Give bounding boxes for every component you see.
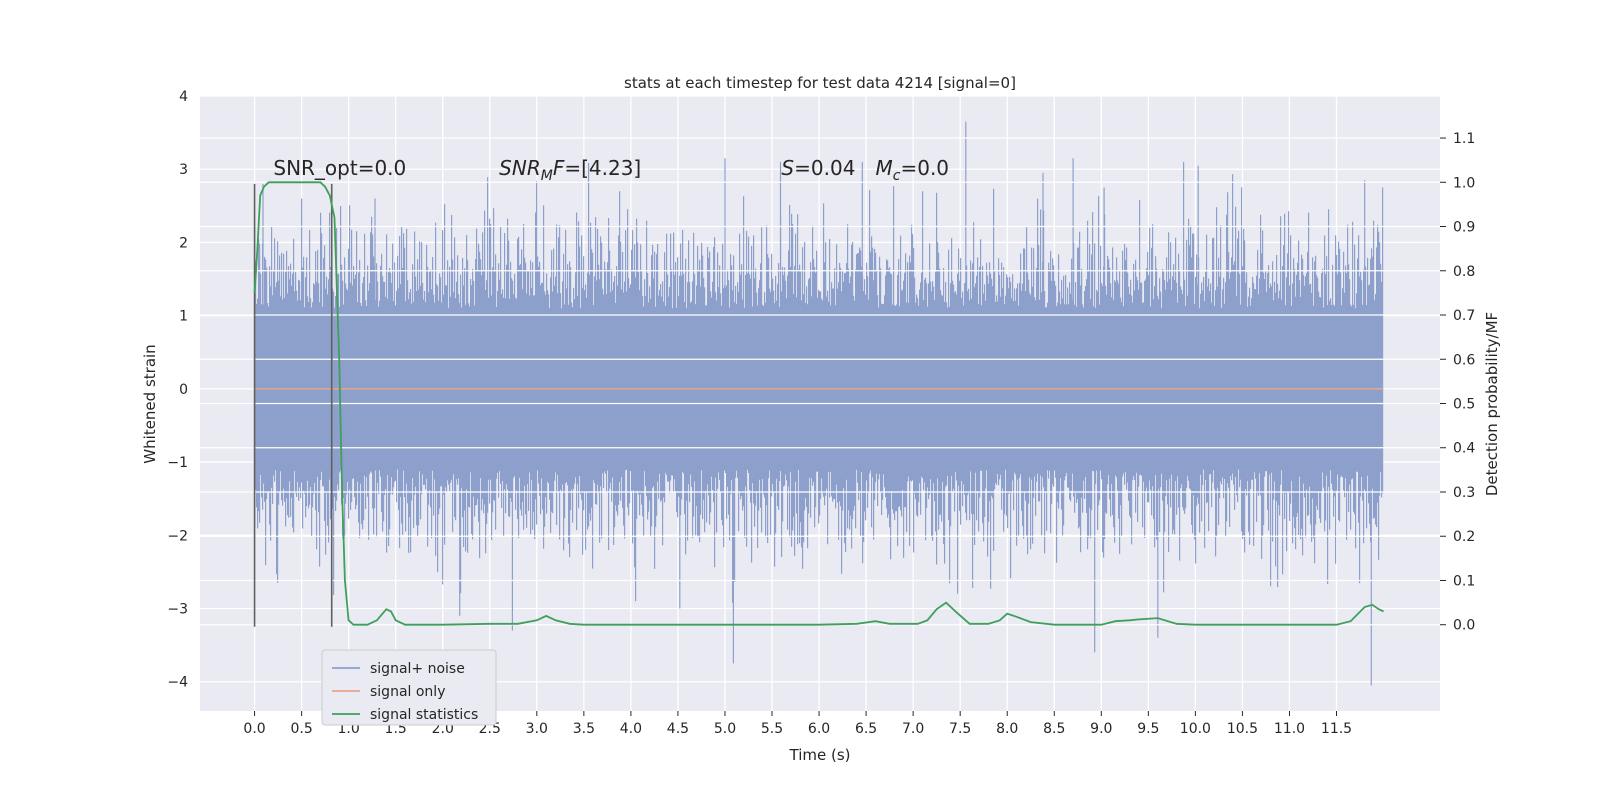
y-left-tick-label: 1 — [179, 309, 188, 325]
y-right-tick-label: 1.0 — [1453, 175, 1475, 191]
y-left-axis-ticks: 4 3 2 1 0 −1 −2 −3 −4 — [167, 89, 188, 691]
y-left-tick-label: 3 — [179, 162, 188, 178]
annotation-snr_opt: SNR_opt=0.0 — [273, 156, 406, 180]
series-signal-statistics — [253, 181, 1384, 626]
x-axis-ticks: 0.0 0.5 1.0 1.5 2.0 2.5 3.0 3.5 4.0 4.5 5.0 5.5 6.0 6… — [243, 711, 1352, 737]
y-right-tick-label: 0.2 — [1453, 529, 1475, 545]
y-right-tick-label: 0.9 — [1453, 220, 1475, 236]
y-left-tick-label: −1 — [167, 455, 188, 471]
x-tick-label: 10.0 — [1180, 721, 1211, 737]
legend-box — [321, 649, 497, 726]
y-right-tick-label: 0.1 — [1453, 573, 1475, 589]
x-tick-label: 5.0 — [714, 721, 736, 737]
y-left-tick-label: −2 — [167, 528, 188, 544]
y-left-tick-label: 4 — [179, 89, 188, 105]
y-right-tick-label: 0.0 — [1453, 618, 1475, 634]
x-tick-label: 6.5 — [855, 721, 877, 737]
x-tick-label: 5.5 — [761, 721, 783, 737]
x-tick-label: 4.5 — [667, 721, 689, 737]
y-left-tick-label: −3 — [167, 602, 188, 618]
y-right-tick-label: 0.5 — [1453, 397, 1475, 413]
vertical-markers — [253, 183, 333, 627]
y-right-tick-label: 0.3 — [1453, 485, 1475, 501]
x-tick-label: 7.0 — [902, 721, 924, 737]
x-axis-label: Time (s) — [789, 746, 851, 764]
x-tick-label: 10.5 — [1227, 721, 1258, 737]
annotation-s: S=0.04 — [781, 156, 855, 180]
y-right-tick-label: 1.1 — [1453, 131, 1475, 147]
legend-label: signal only — [370, 684, 445, 700]
y-right-tick-label: 0.7 — [1453, 308, 1475, 324]
legend: signal+ noise signal only signal statistic… — [321, 649, 497, 726]
x-tick-label: 6.0 — [808, 721, 830, 737]
x-tick-label: 8.5 — [1043, 721, 1065, 737]
y-left-tick-label: 2 — [179, 235, 188, 251]
legend-label: signal+ noise — [370, 661, 465, 677]
x-tick-label: 9.5 — [1137, 721, 1159, 737]
y-left-tick-label: 0 — [179, 382, 188, 398]
x-tick-label: 0.5 — [290, 721, 312, 737]
chart-title: stats at each timestep for test data 421… — [624, 74, 1016, 92]
x-tick-label: 9.0 — [1090, 721, 1112, 737]
x-tick-label: 11.5 — [1321, 721, 1352, 737]
y-left-tick-label: −4 — [167, 675, 188, 691]
y-right-tick-label: 0.6 — [1453, 352, 1475, 368]
series-line-signal-statistics — [253, 181, 1384, 626]
y-left-axis-label: Whitened strain — [141, 344, 159, 463]
x-tick-label: 4.0 — [620, 721, 642, 737]
x-tick-label: 7.5 — [949, 721, 971, 737]
x-tick-label: 8.0 — [996, 721, 1018, 737]
x-tick-label: 0.0 — [243, 721, 265, 737]
x-tick-label: 11.0 — [1274, 721, 1305, 737]
y-right-axis-ticks: 1.1 1.0 0.9 0.8 0.7 0.6 0.5 0.4 0.3 0.2 0.1 0.0 — [1440, 131, 1475, 634]
y-right-tick-label: 0.4 — [1453, 441, 1475, 457]
x-tick-label: 3.0 — [526, 721, 548, 737]
annotation-mc: Mc=0.0 — [876, 156, 950, 184]
legend-label: signal statistics — [370, 707, 478, 723]
y-right-tick-label: 0.8 — [1453, 264, 1475, 280]
annotation-snr_mf: SNRMF=[4.23] — [499, 156, 641, 184]
x-tick-label: 3.5 — [573, 721, 595, 737]
y-right-axis-label: Detection probability/MF — [1483, 312, 1501, 496]
annotations: SNR_opt=0.0 SNRMF=[4.23] S=0.04 Mc=0.0 — [273, 156, 949, 184]
